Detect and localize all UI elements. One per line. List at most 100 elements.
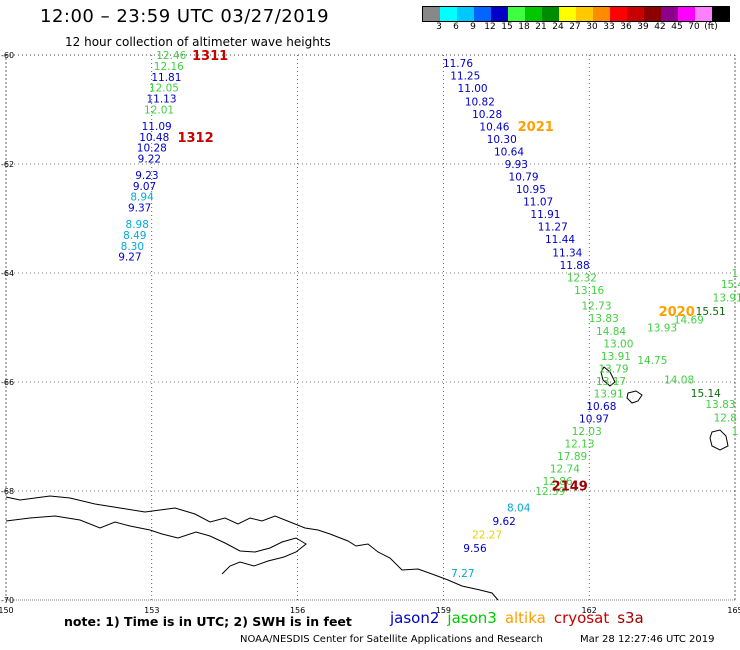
swh-observation: 13.83 — [589, 313, 619, 325]
swh-observation: 11.07 — [523, 197, 553, 209]
y-tick-label: -62 — [1, 160, 14, 169]
swh-observation: 10.82 — [465, 96, 495, 108]
colorbar-swatch — [542, 7, 559, 21]
swh-observation: 9.62 — [492, 516, 515, 528]
pass-labels: 1311 1312 2021 2020 2149 — [177, 49, 694, 495]
swh-observation: 8.49 — [123, 230, 146, 242]
swh-observation: 10.95 — [516, 184, 546, 196]
swh-observation: 12.74 — [550, 464, 580, 476]
swh-observation: 9.23 — [135, 170, 158, 182]
swh-observation: 7.27 — [451, 568, 474, 580]
swh-observation: 11.34 — [552, 247, 582, 259]
swh-observation: 10.48 — [139, 132, 169, 144]
swh-observation: 12.01 — [144, 105, 174, 117]
y-tick-label: -66 — [1, 378, 14, 387]
colorbar-label: 39 — [637, 22, 649, 32]
colorbar-labels: 3 6 9 12 15 18 21 24 27 30 33 36 39 42 45 70 (ft) — [422, 22, 740, 34]
colorbar-swatch — [491, 7, 508, 21]
colorbar-label: 15 — [501, 22, 513, 32]
swh-observation: 12.03 — [572, 426, 602, 438]
colorbar-swatch — [525, 7, 542, 21]
colorbar-swatch — [440, 7, 457, 21]
swh-observation: 12.05 — [149, 83, 179, 95]
colorbar-label: 27 — [569, 22, 581, 32]
swh-observation: 15.14 — [691, 388, 721, 400]
x-tick-label: 165 — [727, 606, 740, 615]
swh-observation: 13.16 — [574, 285, 604, 297]
colorbar-label: 21 — [535, 22, 547, 32]
pass-number-label: 2020 — [659, 305, 695, 320]
colorbar-swatch — [661, 7, 678, 21]
note-text: note: 1) Time is in UTC; 2) SWH is in fe… — [64, 614, 352, 629]
y-tick-label: -68 — [1, 487, 14, 496]
swh-observation: 9.27 — [118, 252, 141, 264]
colorbar-swatch — [695, 7, 712, 21]
swh-observation: 11.76 — [443, 58, 473, 70]
swh-observation: 9.56 — [463, 543, 487, 555]
colorbar-swatch — [593, 7, 610, 21]
swh-observation: 10.28 — [472, 109, 502, 121]
x-tick-label: 159 — [436, 606, 451, 615]
y-tick-label: -70 — [1, 596, 14, 605]
island-3 — [709, 429, 729, 451]
swh-observation: 10.68 — [586, 401, 616, 413]
swh-observation: 11.25 — [450, 71, 480, 83]
colorbar-swatch — [627, 7, 644, 21]
swh-observation: 14.84 — [596, 326, 626, 338]
legend-jason3: jason3 — [447, 609, 497, 627]
colorbar-swatch — [678, 7, 695, 21]
colorbar-label: 33 — [603, 22, 615, 32]
colorbar-swatch — [508, 7, 525, 21]
swh-observation: 17.89 — [557, 451, 587, 463]
swh-observation: 9.07 — [133, 181, 156, 193]
colorbar-label: 12 — [484, 22, 496, 32]
x-tick-label: 162 — [582, 606, 597, 615]
map-frame — [5, 54, 736, 601]
swh-observation: 11.13 — [146, 94, 176, 106]
colorbar-label: 42 — [654, 22, 666, 32]
legend-jason2: jason2 — [390, 609, 440, 627]
legend-s3a: s3a — [617, 609, 644, 627]
colorbar-swatch — [423, 7, 440, 21]
swh-observation: 13.79 — [598, 363, 628, 375]
colorbar-label: 24 — [552, 22, 564, 32]
swh-observation: 11.88 — [560, 260, 590, 272]
swh-observation: 8.04 — [507, 502, 531, 514]
colorbar-swatch — [712, 7, 729, 21]
swh-observation: 13.17 — [596, 376, 626, 388]
swh-observation: 9.22 — [138, 154, 161, 166]
swh-observation: 13.00 — [603, 338, 633, 350]
swh-observation: 9.37 — [128, 203, 151, 215]
swh-observation: 22.27 — [472, 530, 502, 542]
swh-observation: 13.93 — [647, 323, 677, 335]
colorbar-label: 9 — [470, 22, 476, 32]
swh-observation: 10.79 — [509, 172, 539, 184]
pass-number-label: 2021 — [518, 120, 554, 135]
swh-observation: 12.86 — [543, 476, 573, 488]
swh-observation: 10.97 — [579, 414, 609, 426]
legend-cryosat: cryosat — [553, 609, 610, 627]
swh-observation: 8.30 — [121, 241, 144, 253]
swh-observation: 1 — [732, 426, 739, 438]
swh-observation: 11.81 — [151, 72, 181, 84]
satellite-legend: jason2 jason3 altika cryosat s3a — [390, 609, 652, 627]
swh-observation: 11.09 — [142, 121, 172, 133]
swh-observation: 10.46 — [479, 121, 509, 133]
swh-observation: 14.75 — [637, 355, 667, 367]
map-title: 12:00 – 23:59 UTC 03/27/2019 — [40, 6, 330, 27]
swh-observation: 12.46 — [156, 50, 186, 62]
swh-observation: 8.98 — [126, 219, 149, 231]
swh-observation: 11.44 — [545, 234, 575, 246]
coastline — [5, 366, 729, 601]
swh-observation: 14.69 — [674, 314, 704, 326]
y-tick-label: -64 — [1, 269, 14, 278]
map-subtitle: 12 hour collection of altimeter wave hei… — [65, 35, 331, 49]
pass-number-label: 2149 — [552, 480, 588, 495]
swh-observation: 12.16 — [154, 61, 184, 73]
swh-observation: 10.64 — [494, 146, 524, 158]
swh-observation: 10.30 — [487, 134, 517, 146]
x-tick-label: 150 — [0, 606, 14, 615]
swh-observation: 11.00 — [458, 83, 488, 95]
